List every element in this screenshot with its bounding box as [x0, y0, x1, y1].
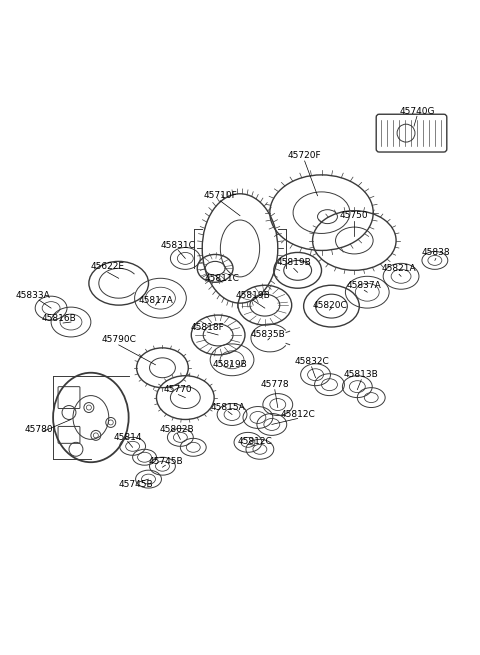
Text: 45814: 45814 [113, 433, 142, 442]
Text: 45770: 45770 [164, 385, 192, 394]
Text: 45750: 45750 [340, 211, 369, 220]
Text: 45819B: 45819B [236, 291, 270, 300]
Text: 45745B: 45745B [118, 479, 153, 489]
Text: 45838: 45838 [421, 248, 450, 257]
Text: 45811C: 45811C [204, 274, 240, 283]
Text: 45622E: 45622E [91, 262, 125, 271]
Text: 45819B: 45819B [213, 360, 247, 369]
Text: 45815A: 45815A [211, 403, 245, 412]
Text: 45778: 45778 [261, 380, 289, 389]
Text: 45802B: 45802B [160, 425, 195, 434]
Text: 45833A: 45833A [16, 291, 50, 300]
Text: 45835B: 45835B [251, 331, 285, 339]
Text: 45790C: 45790C [101, 335, 136, 345]
Text: 45816B: 45816B [42, 314, 76, 322]
Text: 45820C: 45820C [312, 301, 347, 310]
Text: 45831C: 45831C [161, 241, 196, 250]
Text: 45812C: 45812C [280, 410, 315, 419]
Text: 45710F: 45710F [203, 191, 237, 200]
Text: 45818F: 45818F [190, 322, 224, 331]
Text: 45745B: 45745B [148, 457, 183, 466]
Text: 45812C: 45812C [238, 437, 272, 446]
Text: 45819B: 45819B [276, 258, 311, 267]
Text: 45780: 45780 [25, 425, 53, 434]
Text: 45813B: 45813B [344, 370, 379, 379]
Text: 45720F: 45720F [288, 151, 322, 160]
Text: 45832C: 45832C [294, 357, 329, 366]
Text: 45817A: 45817A [138, 295, 173, 305]
Text: 45740G: 45740G [399, 107, 435, 116]
Text: 45821A: 45821A [382, 264, 416, 273]
Text: 45837A: 45837A [347, 281, 382, 290]
